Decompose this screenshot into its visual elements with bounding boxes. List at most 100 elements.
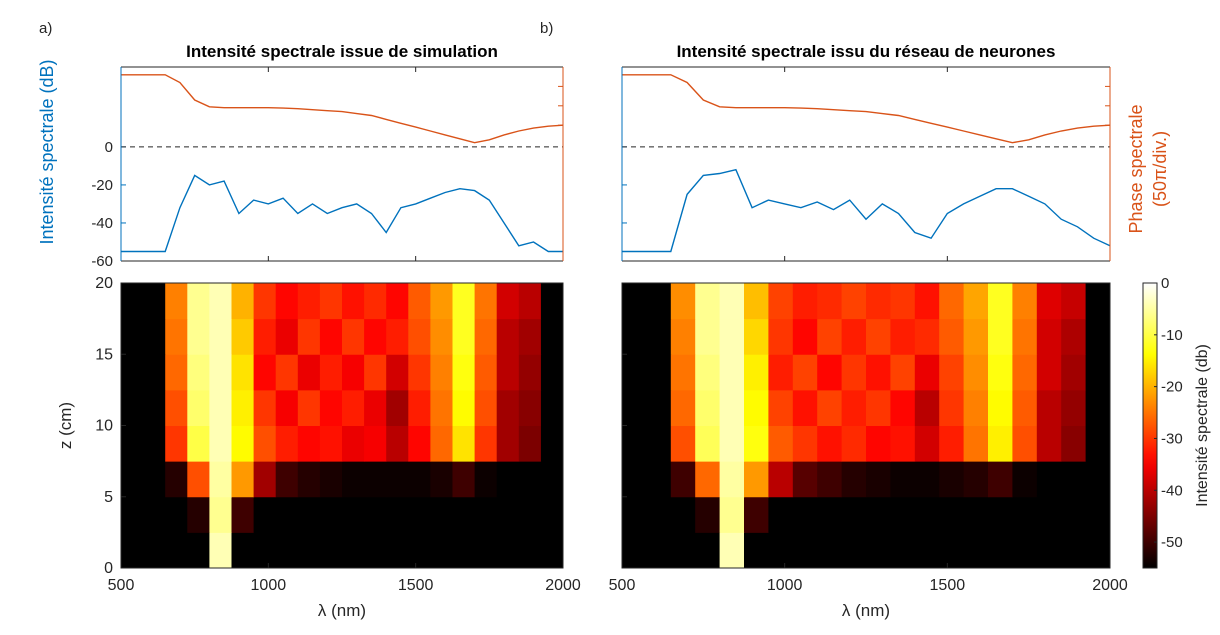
heatmap-cell	[670, 283, 696, 320]
heatmap-cell	[540, 461, 564, 498]
heatmap-cell	[866, 354, 891, 391]
heatmap-cell	[209, 283, 232, 320]
heatmap-cell	[165, 283, 188, 320]
heatmap-cell	[209, 425, 232, 462]
heatmap-cell	[1061, 425, 1087, 462]
heatmap-cell	[121, 283, 144, 320]
heatmap-cell	[914, 318, 940, 355]
heatmap-cell	[319, 532, 343, 569]
heatmap-cell	[430, 283, 453, 320]
colorbar-tick-label: -20	[1161, 379, 1183, 396]
y-tick-label: 0	[105, 139, 113, 156]
heatmap-cell	[695, 425, 721, 462]
heatmap-cell	[386, 532, 409, 569]
heatmap-cell	[165, 425, 188, 462]
heatmap-cell	[253, 496, 277, 533]
heatmap-cell	[121, 425, 144, 462]
heatmap-cell	[187, 425, 210, 462]
heatmap-cell	[744, 496, 769, 533]
heatmap-cell	[386, 389, 409, 426]
heatmap-cell	[540, 496, 564, 533]
heatmap-cell	[1085, 496, 1111, 533]
heatmap-cell	[143, 496, 166, 533]
heatmap-cell	[817, 389, 843, 426]
heatmap-cell	[121, 532, 144, 569]
y-tick-label: -60	[91, 253, 113, 270]
heatmap-cell	[496, 532, 520, 569]
heatmap-cell	[474, 389, 498, 426]
heatmap-cell	[518, 425, 542, 462]
heatmap-cell	[165, 318, 188, 355]
heatmap-cell	[165, 461, 188, 498]
panel-label: a)	[39, 20, 52, 37]
heatmap-cell	[963, 283, 989, 320]
heatmap-cell	[719, 461, 745, 498]
heatmap-cell	[452, 532, 476, 569]
heatmap-cell	[452, 318, 476, 355]
colorbar-tick-label: -10	[1161, 327, 1183, 344]
heatmap-cell	[430, 425, 453, 462]
heatmap-cell	[939, 283, 965, 320]
heatmap-cell	[817, 354, 843, 391]
heatmap-cell	[430, 532, 453, 569]
heatmap-cell	[121, 354, 144, 391]
heatmap-cell	[364, 389, 387, 426]
heatmap-cell	[342, 354, 365, 391]
heatmap-cell	[1085, 425, 1111, 462]
heatmap-cell	[670, 389, 696, 426]
heatmap-cell	[364, 425, 387, 462]
heatmap-cell	[866, 389, 891, 426]
heatmap-cell	[817, 318, 843, 355]
heatmap-cell	[695, 532, 721, 569]
heatmap-cell	[768, 425, 794, 462]
heatmap-cell	[744, 532, 769, 569]
heatmap-cell	[297, 389, 321, 426]
heatmap-cell	[496, 496, 520, 533]
heatmap-cell	[319, 354, 343, 391]
y-axis-title: z (cm)	[56, 402, 75, 449]
heatmap-cell	[719, 496, 745, 533]
series-line	[121, 174, 563, 253]
heatmap-cell	[988, 425, 1013, 462]
heatmap-cell	[1085, 283, 1111, 320]
heatmap-cell	[866, 532, 891, 569]
heatmap-cell	[768, 318, 794, 355]
heatmap-cell	[1061, 318, 1087, 355]
heatmap-cell	[939, 318, 965, 355]
heatmap-cell	[963, 354, 989, 391]
heatmap-cell	[792, 318, 818, 355]
heatmap-cell	[386, 461, 409, 498]
heatmap-cell	[496, 425, 520, 462]
heatmap-cell	[719, 389, 745, 426]
heatmap-cell	[841, 425, 867, 462]
heatmap-cell	[231, 425, 255, 462]
y-tick-label: 5	[104, 489, 113, 506]
heatmap-cell	[890, 354, 916, 391]
heatmap-cell	[1012, 496, 1038, 533]
heatmap-cell	[187, 496, 210, 533]
heatmap-cell	[297, 354, 321, 391]
heatmap-cell	[297, 318, 321, 355]
heatmap-cell	[452, 354, 476, 391]
heatmap-cell	[430, 461, 453, 498]
x-tick-label: 1000	[767, 577, 803, 594]
heatmap-cell	[518, 318, 542, 355]
heatmap-cell	[253, 318, 277, 355]
heatmap-cell	[209, 532, 232, 569]
y2-axis-title: Phase spectrale	[1126, 104, 1146, 233]
heatmap-cell	[143, 461, 166, 498]
heatmap-cell	[275, 425, 299, 462]
heatmap-cell	[622, 318, 647, 355]
heatmap-cell	[963, 496, 989, 533]
heatmap-cell	[253, 389, 277, 426]
heatmap-cell	[342, 425, 365, 462]
heatmap-cell	[646, 389, 672, 426]
heatmap-cell	[275, 532, 299, 569]
heatmap-cell	[988, 318, 1013, 355]
heatmap-cell	[408, 461, 431, 498]
heatmap-cell	[670, 461, 696, 498]
heatmap-cell	[319, 389, 343, 426]
heatmap-cell	[275, 461, 299, 498]
heatmap-cell	[297, 283, 321, 320]
